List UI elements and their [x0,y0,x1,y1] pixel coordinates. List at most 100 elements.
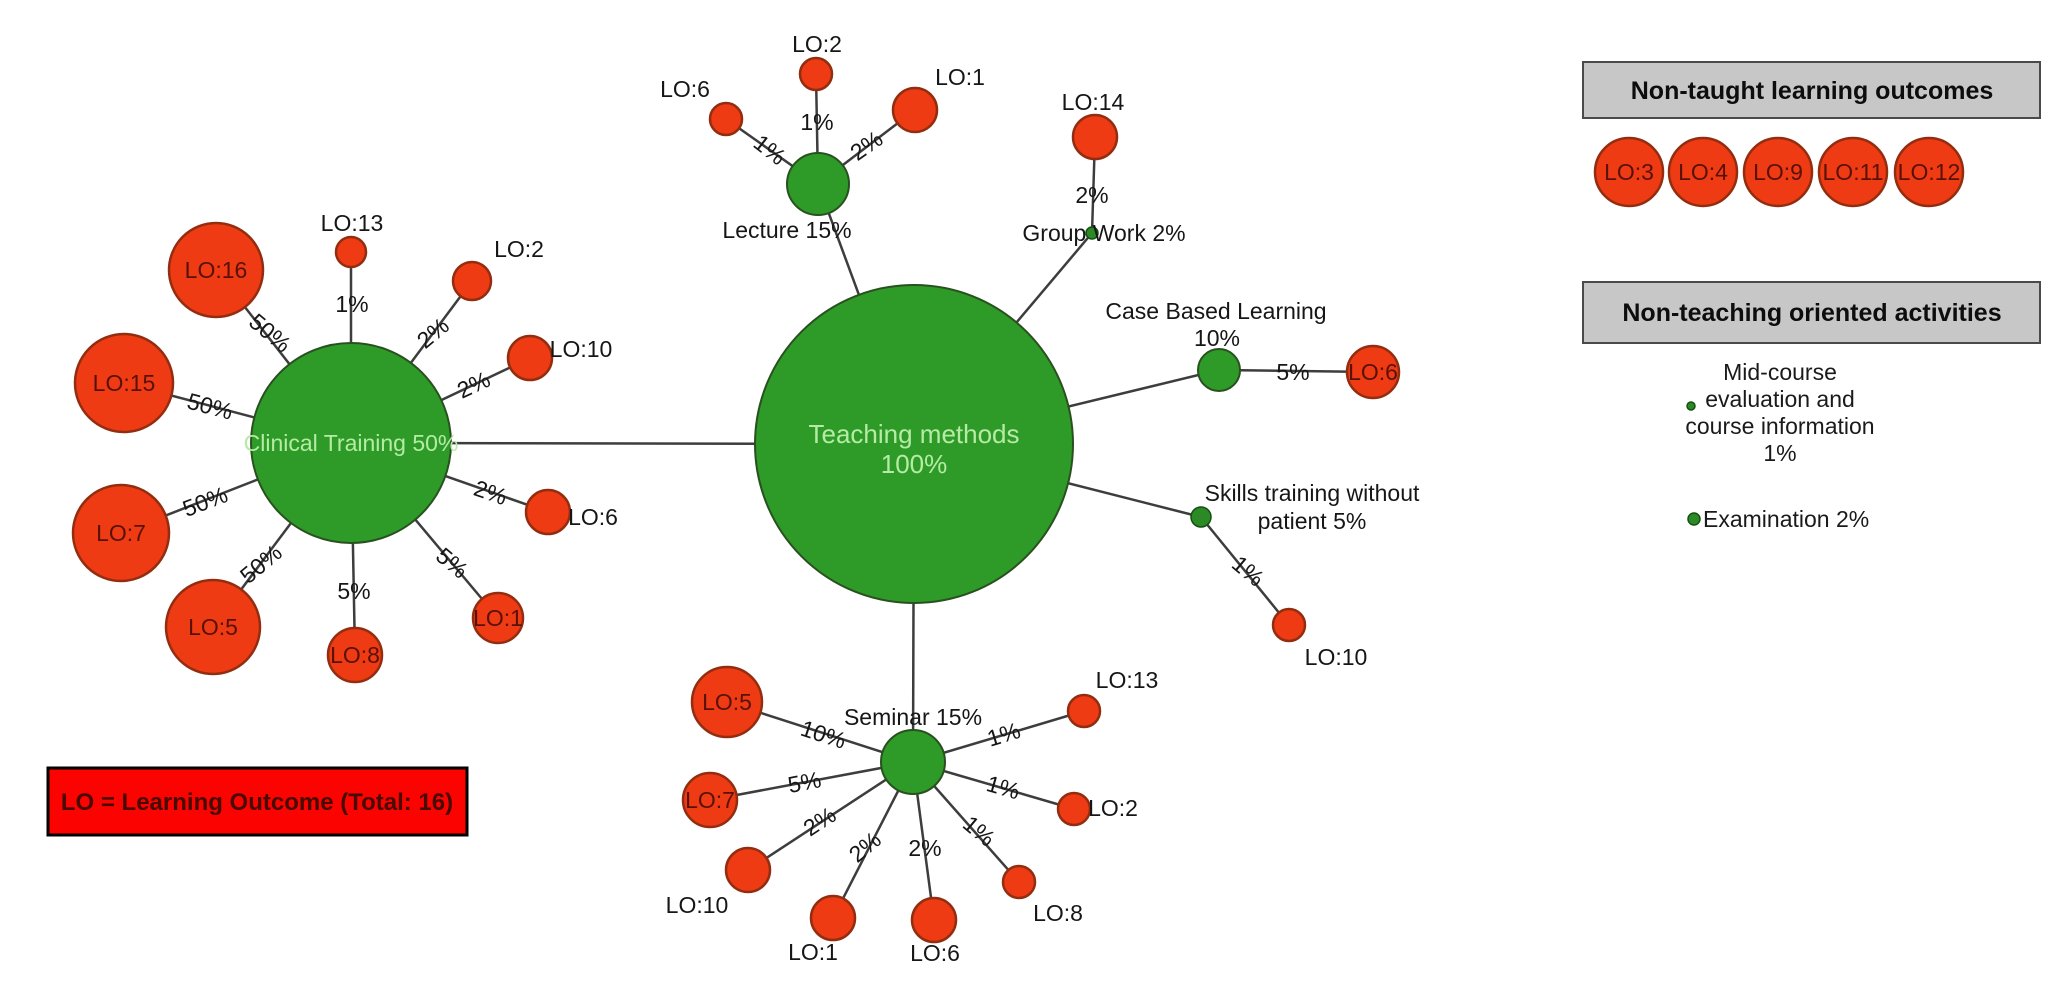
edge-label: 50% [179,481,231,522]
legend-entry-text: Examination 2% [1703,506,1869,532]
node-ct16 [167,221,265,319]
legend-circle-lo-12 [1893,136,1965,208]
legend-layer: Non-taught learning outcomes LO:3 LO:4 LO:… [1582,61,2041,532]
label-skills-line1: Skills training without [1205,480,1420,506]
legend-circle-label: LO:4 [1678,159,1728,185]
label-case-based-line2: 10% [1194,325,1240,351]
label-skills-line2: patient 5% [1258,508,1367,534]
label-cbl-lo6: LO:6 [1348,359,1398,385]
legend-panel-non-teaching-box [1582,281,2041,344]
label-ct-lo6: LO:6 [568,504,618,530]
edge-label: 1% [749,129,791,170]
label-teaching-pct: 100% [881,449,948,479]
node-ct8 [326,626,384,684]
label-ct-lo8: LO:8 [330,642,380,668]
node-lo14 [1071,113,1119,161]
legend-panel-non-teaching-title: Non-teaching oriented activities [1622,299,2001,327]
legend-circle-lo-3 [1593,136,1665,208]
legend-circle-lo-9 [1742,136,1814,208]
edge-label: 2% [799,801,841,841]
legend-entry-text: evaluation and [1705,386,1855,412]
label-sem-lo13: LO:13 [1096,667,1159,693]
label-ct-lo1: LO:1 [473,605,523,631]
node-sem13 [1066,693,1102,729]
label-ct-lo7: LO:7 [96,520,146,546]
legend-circle-lo-4 [1667,136,1739,208]
edge-label: 1% [984,717,1023,752]
label-sem-lo10: LO:10 [666,892,729,918]
node-sem8 [1001,864,1037,900]
edge-label: 5% [1276,359,1309,385]
label-sem-lo2: LO:2 [1088,795,1138,821]
edge-label: 1% [984,770,1023,804]
legend-non-taught-items: LO:3 LO:4 LO:9 LO:11 LO:12 [1593,136,1965,208]
node-ct10 [506,334,554,382]
legend-circle-label: LO:12 [1898,159,1961,185]
node-ct15 [73,332,175,434]
node-skills [1190,506,1212,528]
label-lec-lo2: LO:2 [792,31,842,57]
node-lecture [786,152,850,216]
node-lec2 [798,56,834,92]
edge-label: 5% [431,542,473,583]
node-ct2 [451,260,493,302]
node-sem10 [724,846,772,894]
node-sem7 [681,771,739,829]
note-layer: LO = Learning Outcome (Total: 16) [46,766,469,837]
edge-label: 2% [453,366,494,404]
label-ct-lo15: LO:15 [93,370,156,396]
edge-label: 5% [786,766,824,798]
label-sem-lo6: LO:6 [910,940,960,966]
label-clinical-training: Clinical Training 50% [244,430,459,456]
legend-entry-dot-1 [1687,512,1701,526]
node-ct6 [524,488,572,536]
node-teaching [754,284,1074,604]
edge-seminar-sem7 [709,760,914,802]
edge-label: 2% [412,312,454,353]
legend-entry-text: course information [1685,413,1874,439]
node-group-work [1085,226,1099,240]
edge-label: 1% [335,291,368,317]
label-sk-lo10: LO:10 [1305,644,1368,670]
edge-label: 5% [337,578,370,604]
nodes-layer [71,56,1401,944]
node-cbl6 [1345,344,1401,400]
label-ct-lo13: LO:13 [321,210,384,236]
edge-label: 50% [184,388,235,425]
edge-label: 50% [235,539,287,589]
edge-label: 2% [908,835,941,861]
node-sem1 [809,894,857,942]
node-sem6 [910,896,958,944]
node-case-based [1197,348,1241,392]
edge-label: 2% [844,826,886,867]
label-lecture: Lecture 15% [722,217,851,243]
node-lec1 [891,86,939,134]
label-teaching-methods: Teaching methods [808,419,1019,449]
node-ct7 [71,483,171,583]
label-sem-lo7: LO:7 [685,787,735,813]
legend-circle-lo-11 [1817,136,1889,208]
label-seminar: Seminar 15% [844,704,982,730]
legend-circle-label: LO:3 [1604,159,1654,185]
node-seminar [880,729,946,795]
legend-panel-non-taught-box [1582,61,2041,119]
node-lec6 [708,101,744,137]
edge-label: 2% [471,475,511,510]
label-ct-lo5: LO:5 [188,614,238,640]
legend-entry-text: Mid-course [1723,359,1837,385]
node-ct5 [164,578,262,676]
legend-panel-non-taught-title: Non-taught learning outcomes [1631,77,1994,105]
label-lec-lo1: LO:1 [935,64,985,90]
node-sk10 [1271,607,1307,643]
node-sem5 [690,665,764,739]
legend-circle-label: LO:11 [1823,159,1884,185]
label-sem-lo5: LO:5 [702,689,752,715]
node-ct1 [471,591,525,645]
label-case-based-line1: Case Based Learning [1105,298,1326,324]
label-lec-lo6: LO:6 [660,76,710,102]
label-sem-lo8: LO:8 [1033,900,1083,926]
label-ct-lo2: LO:2 [494,236,544,262]
